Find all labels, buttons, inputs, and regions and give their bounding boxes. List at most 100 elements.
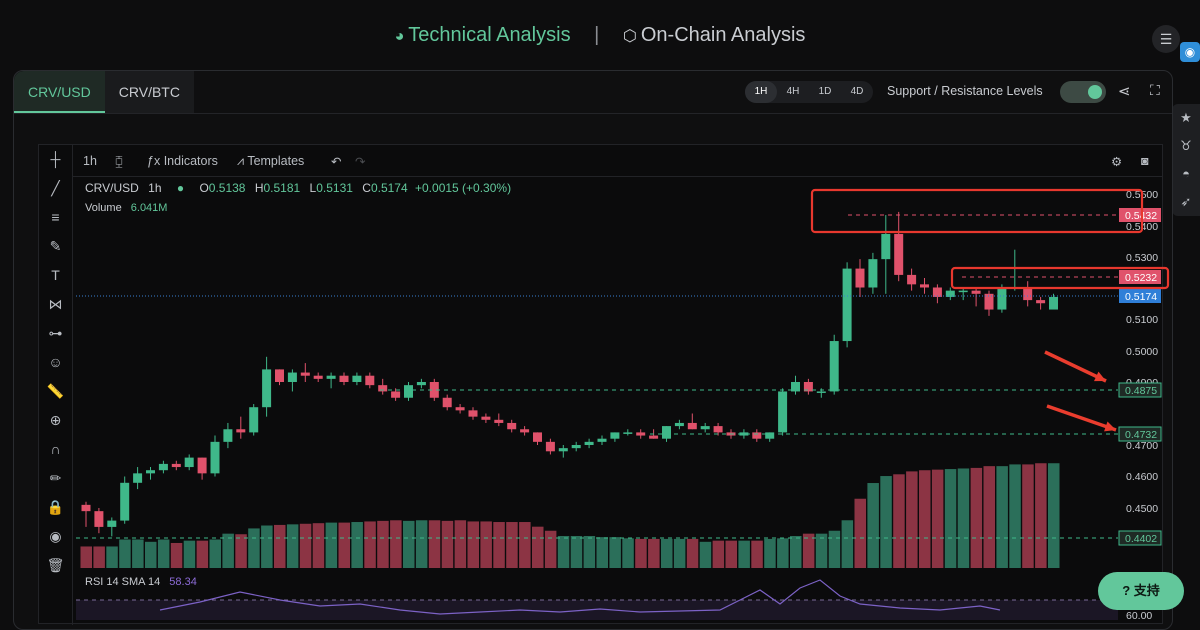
- timeframe-1d[interactable]: 1D: [818, 86, 832, 97]
- candle-body: [352, 375, 362, 382]
- volume-bar: [325, 522, 338, 568]
- onchain-analysis-link[interactable]: ⬡ On-Chain Analysis: [623, 24, 806, 46]
- candle-body: [339, 375, 349, 382]
- open-value: 0.5138: [208, 181, 246, 195]
- fullscreen-icon[interactable]: ⛶: [1150, 82, 1160, 98]
- close-label: C: [362, 181, 371, 195]
- candle-body: [429, 382, 439, 398]
- share-icon[interactable]: ⋖: [1118, 83, 1131, 100]
- settings-sliders-icon[interactable]: ☰: [1152, 25, 1180, 53]
- candle-body: [713, 426, 723, 433]
- tab-crv-usd[interactable]: CRV/USD: [14, 71, 105, 113]
- drawing-toolbar: ┼ ╱ ≡ ✎ T ⋈ ⊶ ☺ 📏 ⊕ ∩ ✏ 🔒 ◉ 🗑: [39, 145, 73, 625]
- timeframe-4h[interactable]: 4H: [786, 86, 800, 97]
- candle-body: [133, 473, 143, 483]
- volume-bar: [957, 468, 970, 568]
- candle-body: [468, 410, 478, 417]
- candle-body: [855, 268, 865, 288]
- rocket-icon[interactable]: ➶: [1180, 194, 1192, 209]
- volume-bar: [725, 540, 737, 568]
- onchain-analysis-label: On-Chain Analysis: [640, 24, 806, 46]
- price-axis-tick: 0.5300: [1126, 252, 1158, 264]
- timeframe-1h[interactable]: 1H: [745, 81, 777, 103]
- candle-body: [481, 416, 491, 420]
- price-label-text: 0.5174: [1125, 291, 1157, 303]
- crosshair-icon[interactable]: ┼: [50, 151, 61, 167]
- volume-bar: [1009, 464, 1021, 568]
- magnet-icon[interactable]: ∩: [50, 441, 61, 457]
- volume-bar: [338, 522, 350, 568]
- volume-bar: [209, 539, 221, 568]
- ohlc-legend: CRV/USD 1h ● O0.5138 H0.5181 L0.5131 C0.…: [85, 181, 511, 195]
- pencil-lock-icon[interactable]: ✏: [49, 470, 62, 486]
- lock-icon[interactable]: 🔒: [46, 499, 65, 515]
- bear-icon[interactable]: ◓: [1182, 166, 1190, 181]
- candle-body: [636, 432, 646, 436]
- interval-button[interactable]: 1h: [83, 154, 97, 168]
- volume-bar: [712, 540, 725, 568]
- volume-bar: [815, 533, 828, 568]
- volume-bar: [415, 520, 428, 568]
- candle-body: [455, 407, 465, 411]
- candle-body: [158, 463, 168, 471]
- templates-label: Templates: [247, 154, 305, 168]
- trendline-icon[interactable]: ╱: [51, 180, 60, 196]
- volume-bar: [673, 538, 686, 568]
- undo-icon[interactable]: ↶: [331, 155, 342, 169]
- trash-icon[interactable]: 🗑: [46, 557, 65, 573]
- redo-icon[interactable]: ↷: [355, 155, 366, 169]
- low-value: 0.5131: [316, 181, 353, 195]
- candle-body: [210, 441, 220, 474]
- price-label-box: [1118, 382, 1162, 398]
- forecast-icon[interactable]: ⊶: [48, 325, 63, 341]
- volume-bar: [493, 522, 505, 568]
- chart-settings-icon[interactable]: ⚙: [1111, 155, 1123, 169]
- volume-bar: [467, 521, 479, 568]
- volume-legend: Volume 6.041M: [85, 202, 167, 214]
- high-label: H: [254, 181, 264, 195]
- volume-bar: [944, 469, 957, 568]
- technical-analysis-link[interactable]: ◕ Technical Analysis: [395, 24, 571, 46]
- ruler-icon[interactable]: 📏: [46, 383, 65, 399]
- candle-body: [1049, 296, 1058, 310]
- pattern-icon[interactable]: ⋈: [48, 296, 63, 312]
- price-label-box: [1118, 426, 1162, 442]
- volume-bar: [196, 540, 209, 568]
- indicators-button[interactable]: ƒx Indicators: [147, 154, 218, 168]
- tab-crv-btc[interactable]: CRV/BTC: [104, 71, 194, 113]
- candle-body: [378, 385, 388, 392]
- emoji-icon[interactable]: ☺: [48, 354, 63, 370]
- price-axis-tick: 0.5000: [1126, 346, 1158, 358]
- support-help-button[interactable]: ? 支持: [1098, 572, 1184, 610]
- help-label: 支持: [1133, 583, 1160, 598]
- volume-bar: [970, 467, 983, 568]
- candle-body: [313, 375, 323, 379]
- candle-style-icon[interactable]: ⧮: [115, 154, 123, 168]
- support-resistance-toggle[interactable]: [1060, 81, 1106, 103]
- price-label-box: [1119, 208, 1161, 222]
- star-icon[interactable]: ★: [1180, 110, 1192, 125]
- rsi-level-label: 60.00: [1126, 610, 1152, 620]
- zoom-icon[interactable]: ⊕: [49, 412, 62, 428]
- timeframe-4d[interactable]: 4D: [850, 86, 864, 97]
- timeframe-selector: 1H 4H 1D 4D: [745, 81, 873, 103]
- toggle-knob: [1088, 85, 1102, 99]
- text-icon[interactable]: T: [51, 267, 60, 283]
- brush-icon[interactable]: ✎: [49, 238, 62, 254]
- volume-bar: [777, 538, 789, 568]
- horizontal-lines-icon[interactable]: ≡: [51, 209, 60, 225]
- price-label-text: 0.4732: [1125, 429, 1157, 441]
- volume-bar: [441, 520, 454, 568]
- candle-body: [584, 441, 594, 445]
- candle-body: [391, 391, 401, 398]
- volume-bar: [1022, 464, 1034, 568]
- eye-icon[interactable]: ◉: [49, 528, 62, 544]
- templates-button[interactable]: ⩘ Templates: [237, 154, 304, 169]
- candle-body: [791, 382, 800, 392]
- bull-icon[interactable]: ♉: [1180, 138, 1192, 153]
- highlight-box-resistance-1: [810, 188, 1144, 234]
- browser-extension-icon[interactable]: ◉: [1180, 42, 1200, 62]
- camera-icon[interactable]: ◙: [1141, 154, 1149, 168]
- price-label-box: [1118, 530, 1162, 546]
